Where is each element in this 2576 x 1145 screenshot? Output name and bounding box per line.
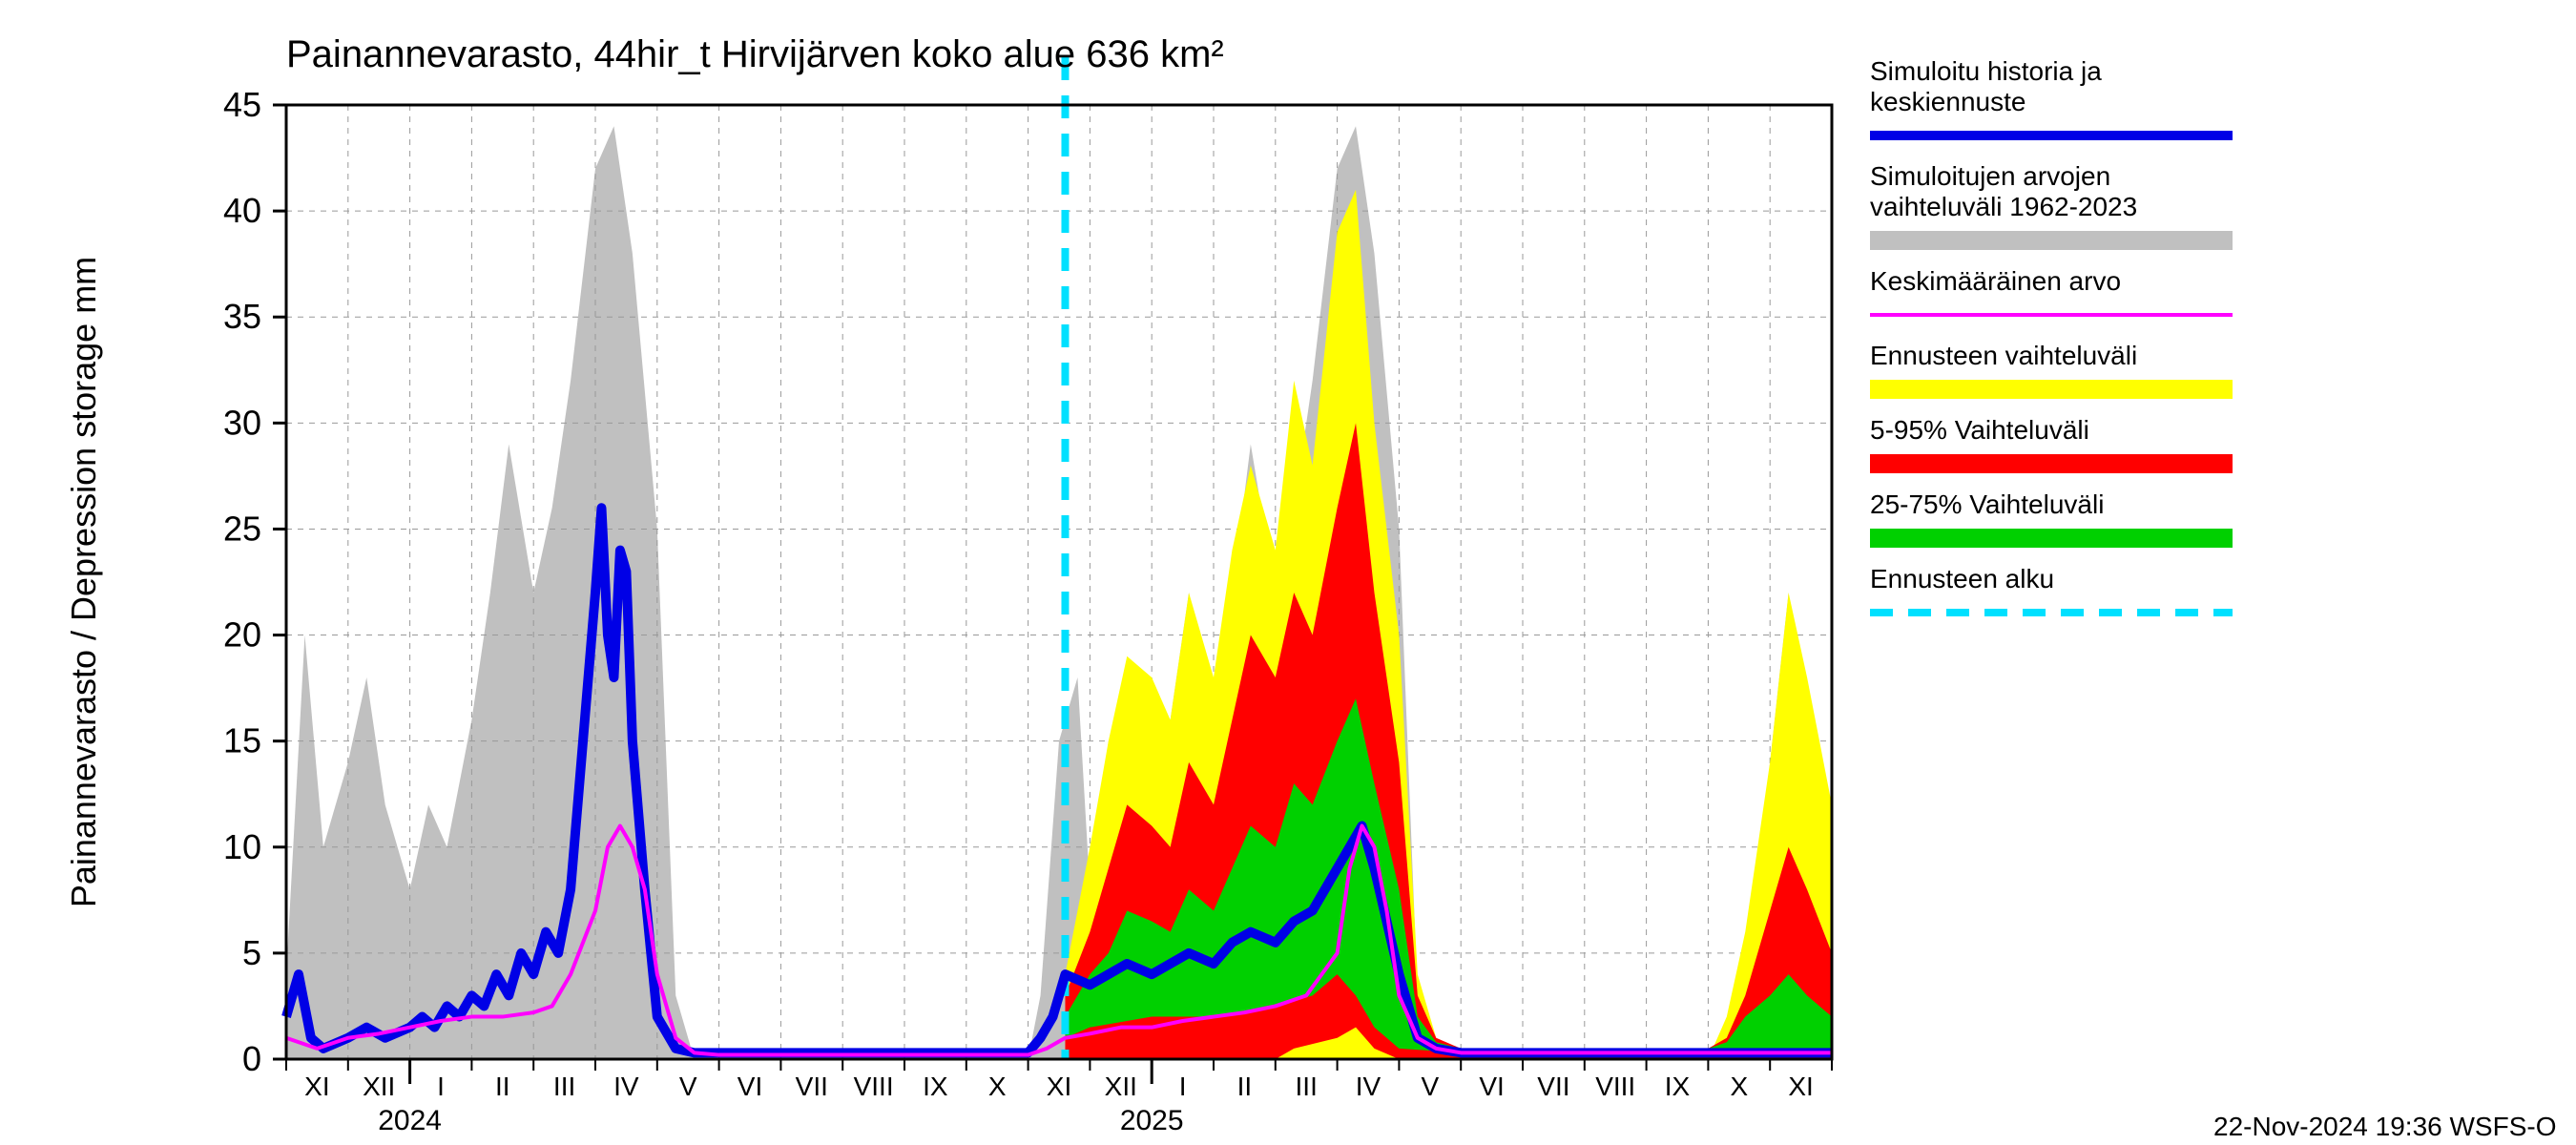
legend-swatch (1870, 231, 2233, 250)
legend-label: 25-75% Vaihteluväli (1870, 489, 2104, 519)
y-tick-label: 15 (223, 721, 261, 760)
x-month-label: VII (1537, 1072, 1569, 1101)
y-tick-label: 40 (223, 191, 261, 230)
x-month-label: V (679, 1072, 697, 1101)
y-tick-label: 20 (223, 615, 261, 655)
x-month-label: XI (304, 1072, 329, 1101)
x-month-label: IX (1665, 1072, 1691, 1101)
legend-label: Simuloitujen arvojen (1870, 161, 2110, 191)
chart-title: Painannevarasto, 44hir_t Hirvijärven kok… (286, 33, 1224, 75)
legend-label: vaihteluväli 1962-2023 (1870, 192, 2137, 221)
x-month-label: II (495, 1072, 510, 1101)
chart-container: 051015202530354045XIXIIIIIIIIIVVVIVIIVII… (0, 0, 2576, 1145)
x-month-label: X (1730, 1072, 1748, 1101)
footer-timestamp: 22-Nov-2024 19:36 WSFS-O (2213, 1112, 2557, 1141)
x-month-label: XI (1047, 1072, 1071, 1101)
x-month-label: V (1421, 1072, 1439, 1101)
x-month-label: III (553, 1072, 575, 1101)
x-month-label: IV (613, 1072, 639, 1101)
x-month-label: VI (737, 1072, 762, 1101)
year-label: 2025 (1120, 1105, 1184, 1136)
year-label: 2024 (378, 1105, 442, 1136)
legend-label: keskiennuste (1870, 87, 2025, 116)
x-month-label: I (1179, 1072, 1187, 1101)
y-tick-label: 10 (223, 827, 261, 866)
x-month-label: XII (1105, 1072, 1137, 1101)
y-tick-label: 5 (242, 933, 261, 972)
x-month-label: VI (1479, 1072, 1504, 1101)
x-month-label: XI (1788, 1072, 1813, 1101)
y-tick-label: 25 (223, 509, 261, 548)
legend-label: Simuloitu historia ja (1870, 56, 2102, 86)
y-tick-label: 0 (242, 1039, 261, 1078)
x-month-label: VIII (1595, 1072, 1635, 1101)
legend-swatch (1870, 454, 2233, 473)
x-month-label: III (1296, 1072, 1318, 1101)
y-tick-label: 45 (223, 85, 261, 124)
y-tick-label: 30 (223, 403, 261, 442)
y-axis-label: Painannevarasto / Depression storage mm (64, 257, 103, 907)
x-month-label: VII (796, 1072, 828, 1101)
legend-label: Keskimääräinen arvo (1870, 266, 2121, 296)
legend-swatch (1870, 529, 2233, 548)
legend-label: Ennusteen vaihteluväli (1870, 341, 2137, 370)
legend-swatch (1870, 380, 2233, 399)
x-month-label: IV (1356, 1072, 1381, 1101)
x-month-label: VIII (854, 1072, 894, 1101)
x-month-label: X (988, 1072, 1007, 1101)
x-month-label: II (1237, 1072, 1253, 1101)
legend-label: 5-95% Vaihteluväli (1870, 415, 2089, 445)
x-month-label: I (437, 1072, 445, 1101)
legend-label: Ennusteen alku (1870, 564, 2054, 593)
x-month-label: XII (363, 1072, 395, 1101)
x-month-label: IX (923, 1072, 948, 1101)
y-tick-label: 35 (223, 297, 261, 336)
chart-svg: 051015202530354045XIXIIIIIIIIIVVVIVIIVII… (0, 0, 2576, 1145)
